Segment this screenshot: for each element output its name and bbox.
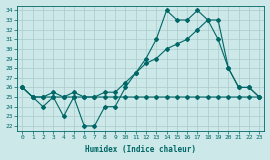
X-axis label: Humidex (Indice chaleur): Humidex (Indice chaleur) [85,145,196,154]
